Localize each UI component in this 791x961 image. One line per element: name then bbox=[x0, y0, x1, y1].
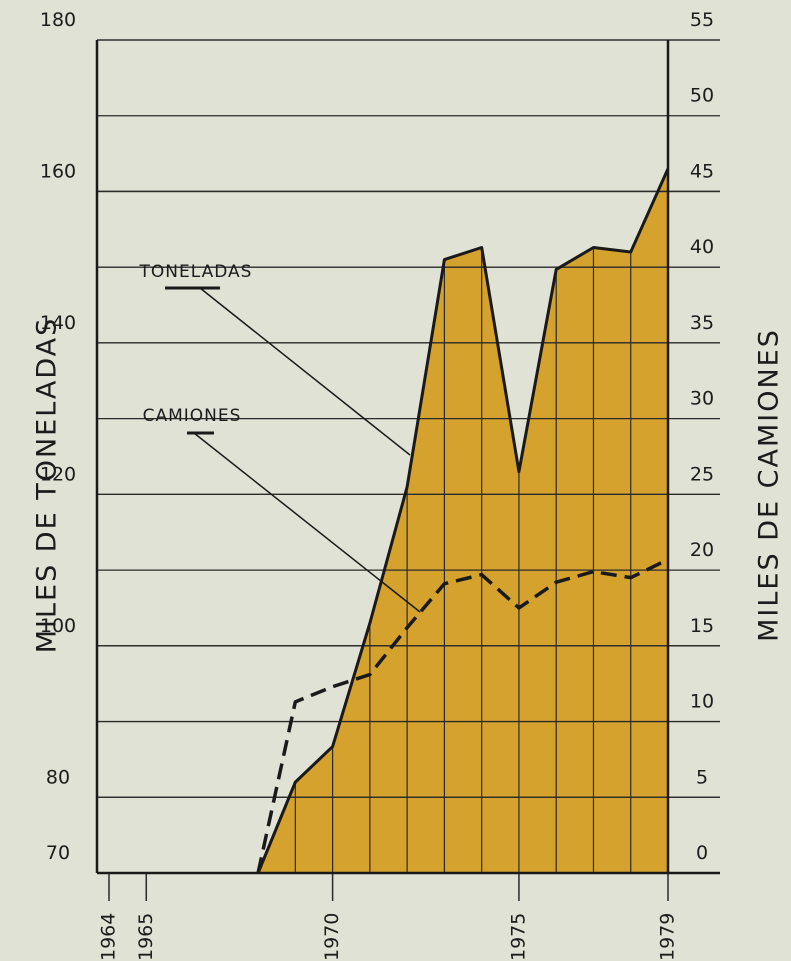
series-label: CAMIONES bbox=[143, 406, 242, 426]
y2-tick-label: 55 bbox=[690, 9, 714, 31]
x-tick-label: 1964 bbox=[98, 913, 120, 961]
y-tick-label: 120 bbox=[40, 463, 76, 485]
y2-tick-label: 45 bbox=[690, 160, 714, 182]
series-line bbox=[256, 557, 669, 874]
area bbox=[258, 168, 668, 874]
x-tick-label: 1965 bbox=[135, 913, 157, 961]
y2-tick-label: 40 bbox=[690, 236, 714, 258]
y2-tick-label: 10 bbox=[690, 691, 714, 713]
y2-tick-label: 25 bbox=[690, 463, 714, 485]
y-tick-label: 160 bbox=[40, 160, 76, 182]
y-tick-label: 140 bbox=[40, 312, 76, 334]
y-tick-label: 80 bbox=[46, 766, 70, 788]
y2-axis-title: MILES DE CAMIONES bbox=[754, 328, 785, 642]
y2-tick-label: 50 bbox=[690, 85, 714, 107]
leader-line bbox=[193, 432, 421, 613]
y-tick-label: 100 bbox=[40, 615, 76, 637]
x-tick-label: 1970 bbox=[321, 913, 343, 961]
y-tick-label: 70 bbox=[46, 842, 70, 864]
y2-tick-label: 20 bbox=[690, 539, 714, 561]
y2-tick-label: 35 bbox=[690, 312, 714, 334]
series-label: TONELADAS bbox=[139, 262, 253, 282]
y-axis-title: MILES DE TONELADAS bbox=[32, 317, 63, 654]
y-tick-label: 180 bbox=[40, 9, 76, 31]
x-tick-label: 1979 bbox=[657, 913, 679, 961]
y2-tick-label: 30 bbox=[690, 388, 714, 410]
leader-line bbox=[199, 287, 411, 456]
x-tick-label: 1975 bbox=[507, 913, 529, 961]
y2-tick-label: 5 bbox=[696, 766, 708, 788]
series-line bbox=[256, 168, 670, 874]
y2-tick-label: 0 bbox=[696, 842, 708, 864]
y2-tick-label: 15 bbox=[690, 615, 714, 637]
